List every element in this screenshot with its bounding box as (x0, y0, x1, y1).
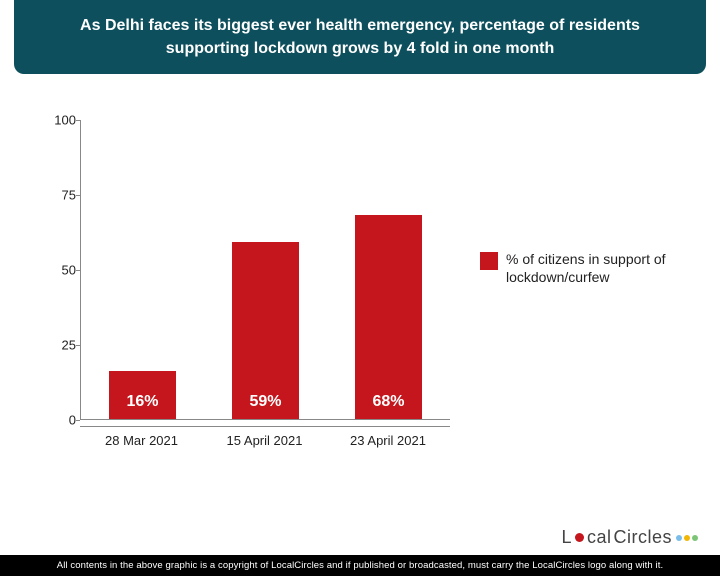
logo-dots (676, 535, 698, 541)
copyright-text: All contents in the above graphic is a c… (57, 560, 663, 571)
xtick-2: 23 April 2021 (326, 426, 450, 448)
legend: % of citizens in support of lockdown/cur… (480, 250, 680, 286)
bar-label-1: 59% (232, 393, 299, 411)
bar-2: 68% (355, 215, 422, 419)
xtick-0: 28 Mar 2021 (80, 426, 203, 448)
logo-dot-1 (676, 535, 682, 541)
bar-label-2: 68% (355, 393, 422, 411)
logo-text-l: L (561, 527, 572, 548)
chart-title-banner: As Delhi faces its biggest ever health e… (14, 0, 706, 74)
xtick-1: 15 April 2021 (203, 426, 326, 448)
logo-dot-2 (684, 535, 690, 541)
legend-text: % of citizens in support of lockdown/cur… (506, 250, 680, 286)
ytick-25: 25 (50, 338, 76, 353)
ytick-50: 50 (50, 263, 76, 278)
logo-text-cal: cal (587, 527, 612, 548)
ytick-mark (76, 420, 80, 421)
bar-1: 59% (232, 242, 299, 419)
chart-title-text: As Delhi faces its biggest ever health e… (80, 17, 640, 57)
ytick-0: 0 (50, 413, 76, 428)
localcircles-logo: L cal Circles (561, 527, 698, 548)
chart-container: 100 75 50 25 0 16% 59% 68% 28 Mar 2021 1… (40, 110, 680, 490)
logo-o-dot (575, 533, 584, 542)
bar-label-0: 16% (109, 393, 176, 411)
copyright-footer: All contents in the above graphic is a c… (0, 555, 720, 576)
logo-text-circles: Circles (613, 527, 672, 548)
ytick-75: 75 (50, 188, 76, 203)
plot-area: 16% 59% 68% (80, 120, 450, 420)
ytick-100: 100 (50, 113, 76, 128)
logo-dot-3 (692, 535, 698, 541)
bar-0: 16% (109, 371, 176, 419)
legend-swatch (480, 252, 498, 270)
